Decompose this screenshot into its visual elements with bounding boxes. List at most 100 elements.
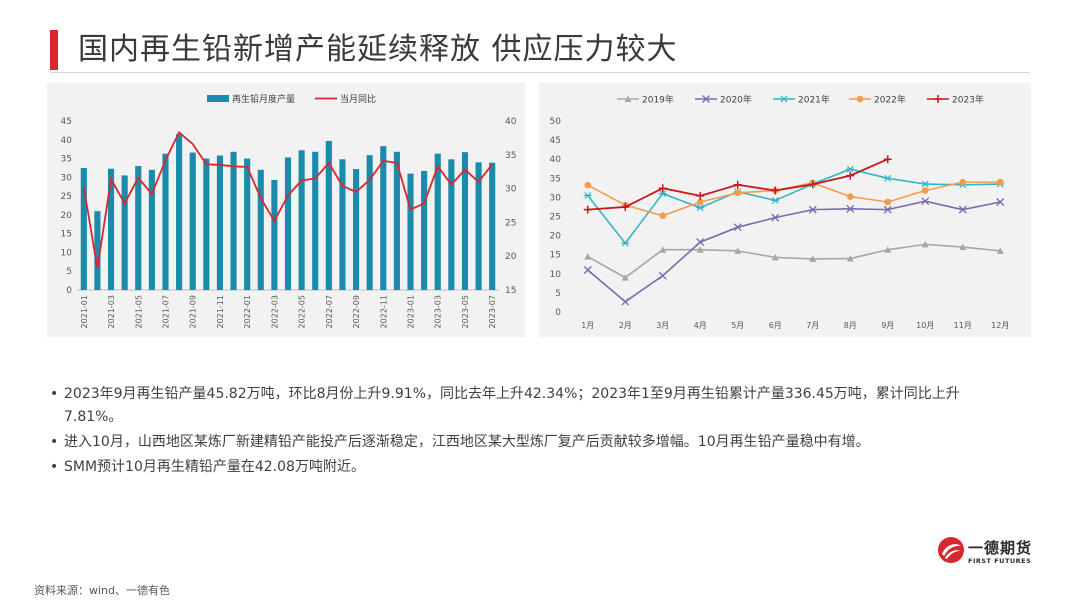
data-point: [733, 180, 742, 189]
data-point: [734, 247, 742, 254]
data-point: [780, 95, 788, 103]
x-tick-label: 2021-09: [189, 295, 198, 328]
bar: [148, 169, 155, 290]
bar: [94, 211, 101, 290]
data-point: [702, 95, 710, 103]
series-line: [587, 200, 1001, 303]
legend-item: 2021年: [773, 94, 830, 106]
x-tick-label: 6月: [769, 321, 782, 330]
data-point: [621, 297, 630, 306]
data-point: [883, 155, 892, 164]
data-source-note: 资料来源：wind、一德有色: [34, 584, 171, 597]
page-title: 国内再生铅新增产能延续释放 供应压力较大: [78, 32, 678, 67]
x-tick-label: 10月: [916, 321, 934, 330]
legend-label: 再生铅月度产量: [232, 93, 295, 105]
data-point: [621, 202, 630, 211]
bar: [298, 150, 305, 290]
bar: [421, 170, 428, 290]
x-tick-label: 12月: [991, 321, 1009, 330]
data-point: [771, 186, 780, 195]
data-point: [846, 255, 854, 262]
data-point: [846, 193, 854, 200]
yoy-series-line: [82, 131, 493, 269]
data-point: [658, 184, 667, 193]
logo-text-cn: 一德期货: [968, 539, 1033, 557]
y2-tick-label: 20: [505, 252, 517, 262]
x-tick-label: 2022-09: [352, 295, 361, 328]
y-tick-label: 35: [550, 174, 561, 184]
bar: [353, 169, 360, 290]
data-point: [696, 204, 705, 212]
x-tick-label: 2023-03: [434, 295, 443, 328]
data-point: [808, 205, 817, 214]
bar: [80, 167, 87, 290]
data-point: [846, 204, 855, 213]
x-tick-label: 2021-01: [80, 295, 89, 328]
seasonal-production-chart-panel: 0 5 10 15 20 25 30 35 40 45 50 1月 2月 3月 4月 5月 6月 7月 8月 9月 10…: [539, 83, 1031, 337]
data-point: [809, 255, 817, 262]
x-tick-label: 3月: [656, 321, 669, 330]
x-tick-label: 5月: [731, 321, 744, 330]
bar: [448, 159, 455, 290]
y-tick-label: 30: [550, 193, 562, 203]
data-point: [959, 178, 967, 186]
data-point: [959, 243, 967, 251]
data-point: [583, 192, 592, 199]
bar: [162, 153, 169, 290]
series-2023年: [583, 155, 892, 214]
bullet-item: 进入10月，山西地区某炼厂新建精铅产能投产后逐渐稳定，江西地区某大型炼厂复产后贡…: [50, 431, 1010, 454]
y2-tick-label: 40: [505, 117, 517, 127]
data-point: [921, 197, 930, 206]
bullet-item: SMM预计10月再生精铅产量在42.08万吨附近。: [50, 456, 1010, 479]
title-accent-bar: [50, 30, 58, 70]
x-tick-label: 2021-11: [216, 295, 225, 328]
bar: [407, 173, 414, 290]
y2-tick-label: 25: [505, 218, 516, 228]
data-point: [846, 171, 855, 180]
data-point: [584, 181, 592, 189]
bar: [121, 175, 128, 290]
bar: [312, 151, 319, 290]
data-point: [624, 95, 632, 102]
legend-item: 2023年: [927, 94, 984, 106]
legend-label: 2019年: [642, 94, 674, 106]
data-point: [808, 180, 817, 189]
x-tick-label: 2021-03: [107, 295, 116, 328]
x-tick-label: 7月: [806, 321, 819, 330]
data-point: [958, 205, 967, 214]
y-tick-label: 40: [61, 136, 73, 146]
data-point: [659, 246, 667, 253]
data-point: [921, 180, 930, 188]
bar: [380, 146, 387, 290]
y-tick-label: 0: [555, 308, 561, 318]
y-tick-label: 45: [550, 136, 561, 146]
data-point: [884, 246, 892, 253]
y-tick-label: 15: [61, 230, 72, 240]
x-tick-label: 11月: [954, 321, 972, 330]
x-tick-label: 2021-07: [161, 295, 170, 328]
y-tick-label: 10: [61, 248, 73, 258]
monthly-production-chart-panel: 0 5 10 15 20 25 30 35 40 45 15 20 25 30 35 40 2021-01 202…: [47, 83, 525, 337]
data-point: [621, 274, 629, 281]
y-tick-label: 0: [66, 286, 72, 296]
title-divider: [50, 72, 1030, 73]
x-tick-label: 2022-11: [379, 295, 388, 328]
data-point: [883, 205, 892, 214]
series-2021年: [583, 165, 1005, 247]
data-point: [696, 198, 704, 206]
legend-swatch-production: [207, 95, 229, 102]
bar: [339, 159, 346, 290]
data-point: [883, 174, 892, 182]
y-tick-label: 15: [550, 251, 561, 261]
bar: [366, 155, 373, 290]
y-tick-label: 50: [550, 117, 562, 127]
data-point: [583, 266, 592, 274]
legend-label: 2023年: [952, 94, 984, 106]
y-tick-label: 30: [61, 173, 73, 183]
x-tick-label: 2022-05: [298, 295, 307, 328]
bar: [216, 155, 223, 290]
x-tick-label: 2023-07: [488, 295, 497, 328]
bar: [107, 168, 115, 290]
y-tick-label: 5: [66, 267, 72, 277]
x-tick-label: 4月: [694, 321, 707, 330]
